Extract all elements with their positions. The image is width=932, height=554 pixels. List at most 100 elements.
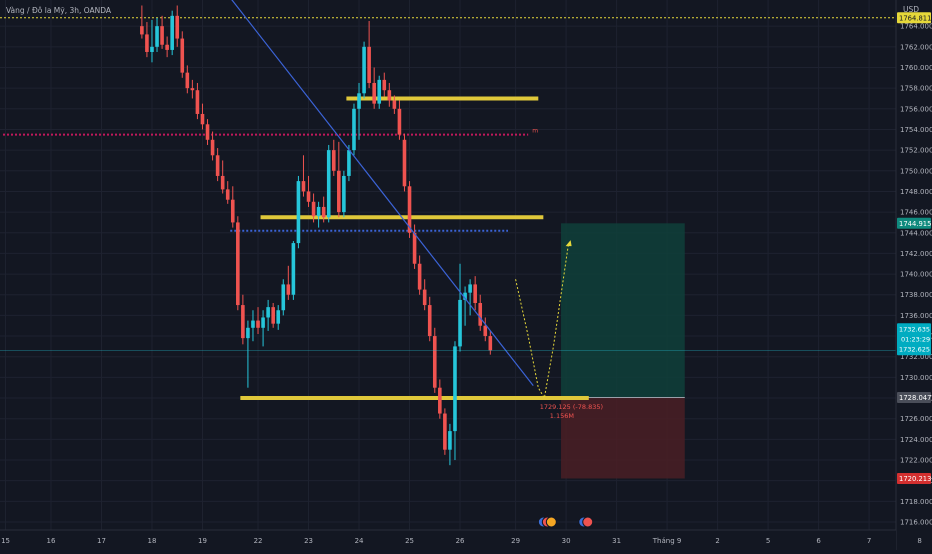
candle-bear[interactable] <box>402 139 407 187</box>
candle-bear[interactable] <box>407 186 412 233</box>
candle-bear[interactable] <box>412 232 417 264</box>
candle-bear[interactable] <box>392 100 397 109</box>
drop-annotation-price: 1729.125 (-78.835) <box>540 403 603 411</box>
candle-bear[interactable] <box>382 79 387 91</box>
candle-bull[interactable] <box>281 284 286 311</box>
candle-bull[interactable] <box>342 175 346 213</box>
candle-bear[interactable] <box>367 46 371 83</box>
candle-bear[interactable] <box>236 222 240 306</box>
candle-bull[interactable] <box>458 299 462 347</box>
price-tick-label: 1760.000 <box>900 64 932 72</box>
candle-bull[interactable] <box>291 243 296 295</box>
candle-bull[interactable] <box>357 93 361 109</box>
candle-bull[interactable] <box>246 327 250 339</box>
candle-bear[interactable] <box>180 38 185 73</box>
candle-bear[interactable] <box>427 305 432 337</box>
candle-bear[interactable] <box>483 325 488 337</box>
stop-zone[interactable] <box>561 397 685 479</box>
candle-bear[interactable] <box>241 305 245 339</box>
candle-bear[interactable] <box>337 170 341 213</box>
candle-bull[interactable] <box>316 206 321 217</box>
candle-bear[interactable] <box>205 124 210 140</box>
candle-bull[interactable] <box>362 46 366 94</box>
candles[interactable] <box>140 5 493 466</box>
candle-bear[interactable] <box>200 113 205 125</box>
candle-bear[interactable] <box>160 26 164 45</box>
candle-bear[interactable] <box>321 206 326 218</box>
candle-bull[interactable] <box>468 284 472 293</box>
candle-bull[interactable] <box>463 292 467 300</box>
candle-bull[interactable] <box>261 317 265 328</box>
price-tick-label: 1724.000 <box>900 436 932 444</box>
candle-bull[interactable] <box>296 181 301 244</box>
candle-bear[interactable] <box>311 201 316 217</box>
candle-bear[interactable] <box>372 82 376 104</box>
candle-bear[interactable] <box>478 303 483 326</box>
candle-bear[interactable] <box>220 175 225 190</box>
candle-bear[interactable] <box>443 413 447 450</box>
trend-line[interactable] <box>220 0 534 387</box>
candle-bear[interactable] <box>271 307 275 324</box>
candle-bull[interactable] <box>453 346 457 432</box>
candle-bull[interactable] <box>352 108 356 151</box>
candle-bull[interactable] <box>170 15 174 50</box>
entry-price-badge: 1728.047 <box>899 394 931 402</box>
candle-bear[interactable] <box>417 263 422 290</box>
candle-bear[interactable] <box>422 289 427 306</box>
candle-bear[interactable] <box>210 139 215 156</box>
current-price-top: 1732.635 <box>899 325 930 333</box>
candle-bear[interactable] <box>185 72 190 89</box>
price-axis-panel[interactable] <box>896 0 932 550</box>
candle-bear[interactable] <box>306 191 311 202</box>
candle-bear[interactable] <box>225 189 230 200</box>
candle-bear[interactable] <box>215 155 220 176</box>
candle-bear[interactable] <box>195 90 200 114</box>
economic-event-icon[interactable] <box>582 516 594 528</box>
candle-bull[interactable] <box>150 46 154 52</box>
candle-bear[interactable] <box>165 44 169 50</box>
time-axis-panel[interactable] <box>0 530 896 550</box>
candle-bear[interactable] <box>488 336 493 351</box>
price-tick-label: 1722.000 <box>900 457 932 465</box>
candle-bear[interactable] <box>301 181 306 192</box>
candle-bull[interactable] <box>377 79 382 104</box>
candle-bull[interactable] <box>448 431 452 450</box>
candle-bear[interactable] <box>230 199 235 223</box>
candle-bear[interactable] <box>331 150 336 171</box>
candle-bear[interactable] <box>175 15 180 39</box>
candle-bear[interactable] <box>140 26 144 35</box>
candle-bull[interactable] <box>326 150 331 218</box>
candle-bear[interactable] <box>438 387 442 414</box>
time-tick-label: 24 <box>355 537 364 545</box>
candle-bull[interactable] <box>276 310 281 324</box>
horizontal-levels[interactable] <box>0 17 896 401</box>
price-tick-label: 1730.000 <box>900 374 932 382</box>
candle-bear[interactable] <box>397 108 402 135</box>
price-tick-label: 1718.000 <box>900 498 932 506</box>
candle-bear[interactable] <box>387 90 392 101</box>
candle-bull[interactable] <box>251 320 255 328</box>
candle-bear[interactable] <box>190 88 195 91</box>
candle-bull[interactable] <box>347 150 351 176</box>
price-tick-label: 1756.000 <box>900 105 932 113</box>
projection-arrow-head <box>565 240 572 247</box>
economic-event-icon[interactable] <box>545 516 557 528</box>
candle-bear[interactable] <box>473 284 477 304</box>
price-tick-label: 1744.000 <box>900 229 932 237</box>
candle-bull[interactable] <box>266 307 270 318</box>
symbol-title[interactable]: Vàng / Đô la Mỹ, 3h, OANDA <box>6 6 112 15</box>
time-tick-label: 5 <box>766 537 770 545</box>
target-zone[interactable] <box>561 223 685 398</box>
candle-bear[interactable] <box>286 284 291 295</box>
candle-bear[interactable] <box>256 320 260 328</box>
candle-bear[interactable] <box>432 336 437 388</box>
time-tick-label: 6 <box>816 537 821 545</box>
candle-bull[interactable] <box>155 26 159 47</box>
candle-bear[interactable] <box>145 34 149 52</box>
price-tick-label: 1740.000 <box>900 271 932 279</box>
drawings-overlay[interactable]: 1729.125 (-78.835)1.156M <box>0 0 896 528</box>
